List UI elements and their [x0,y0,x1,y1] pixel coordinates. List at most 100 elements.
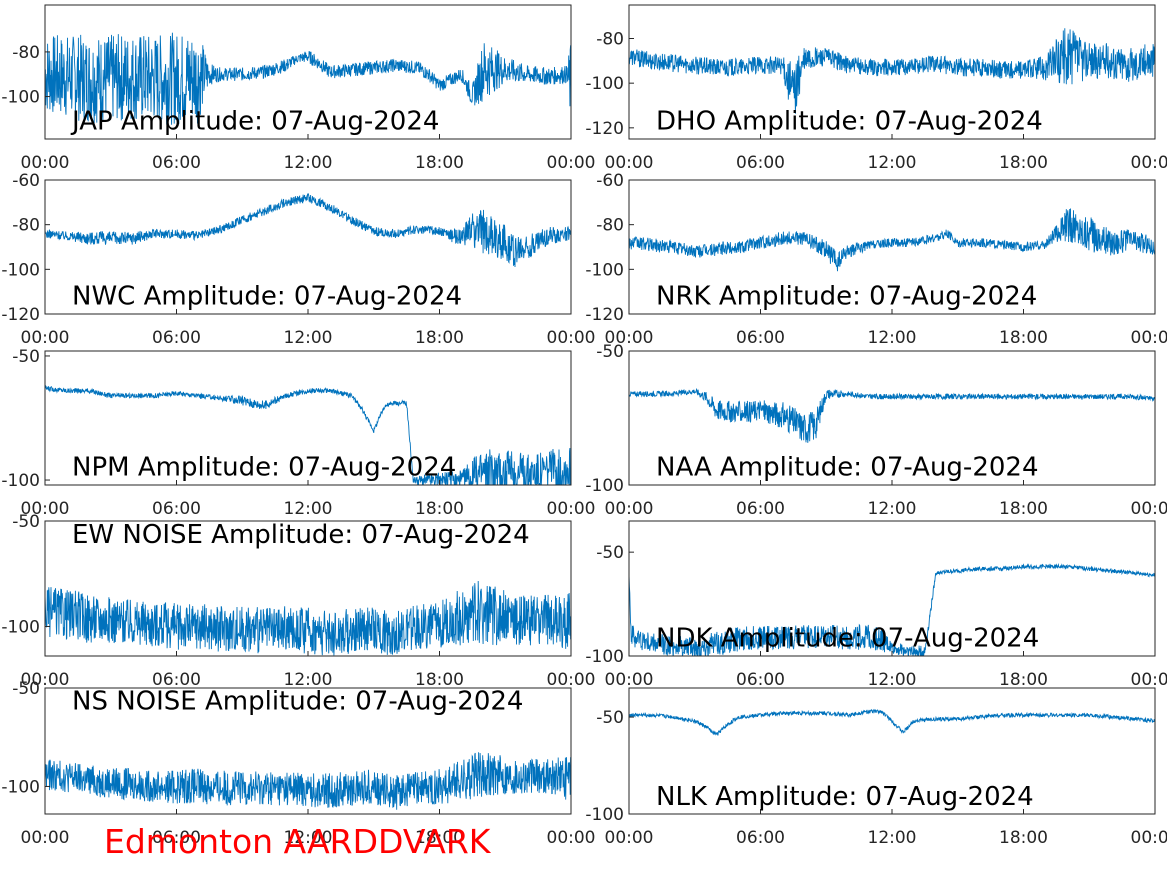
x-tick-label: 12:00 [284,670,333,690]
x-tick-label: 12:00 [284,328,333,348]
y-tick-label: -50 [596,543,624,563]
series-line [45,752,571,810]
series-line [45,192,571,268]
x-tick-label: 12:00 [868,328,917,348]
x-tick-label: 18:00 [415,828,464,848]
series-line [629,708,1155,736]
x-tick-label: 00:00 [1131,670,1167,690]
panel-title: EW NOISE Amplitude: 07-Aug-2024 [72,520,530,550]
y-tick-label: -120 [585,119,624,139]
x-tick-label: 12:00 [284,828,333,848]
x-tick-label: 12:00 [284,153,333,173]
x-tick-label: 18:00 [415,670,464,690]
y-tick-label: -80 [12,43,40,63]
x-tick-label: 06:00 [152,153,201,173]
panel-title: NPM Amplitude: 07-Aug-2024 [72,453,456,483]
y-tick-label: -100 [585,476,624,496]
x-tick-label: 18:00 [415,499,464,519]
panel-9: -50 -100 00:00 06:00 12:00 18:00 00:00 NS NOISE… [1,679,595,848]
x-tick-label: 12:00 [868,670,917,690]
x-tick-label: 06:00 [736,670,785,690]
series-line [629,387,1155,443]
y-tick-label: -50 [12,679,40,699]
station-label: Edmonton AARDDVARK [104,822,491,861]
panel-4: -60-80-100-12000:0006:0012:0018:0000:00N… [585,171,1167,348]
x-tick-label: 18:00 [999,828,1048,848]
y-tick-label: -120 [1,305,40,325]
series-line [45,385,571,485]
y-tick-label: -100 [1,471,40,491]
y-tick-label: -100 [1,617,40,637]
series-line [629,563,1155,656]
x-tick-label: 06:00 [736,153,785,173]
x-tick-label: 00:00 [547,828,596,848]
x-tick-label: 18:00 [999,499,1048,519]
x-tick-label: 00:00 [547,499,596,519]
x-tick-label: 12:00 [868,828,917,848]
panel-title: DHO Amplitude: 07-Aug-2024 [656,107,1043,137]
series-line [45,580,571,656]
x-tick-label: 00:00 [605,499,654,519]
y-tick-label: -50 [596,342,624,362]
x-tick-label: 00:00 [1131,328,1167,348]
x-tick-label: 00:00 [21,499,70,519]
x-tick-label: 00:00 [1131,153,1167,173]
y-tick-label: -50 [12,347,40,367]
x-tick-label: 06:00 [152,670,201,690]
x-tick-label: 00:00 [21,670,70,690]
x-tick-label: 00:00 [1131,828,1167,848]
y-tick-label: -100 [585,805,624,825]
y-tick-label: -80 [596,30,624,50]
x-tick-label: 06:00 [736,828,785,848]
x-tick-label: 06:00 [152,328,201,348]
y-tick-label: -100 [1,260,40,280]
y-tick-label: -100 [585,74,624,94]
x-tick-label: 00:00 [21,328,70,348]
x-tick-label: 06:00 [152,499,201,519]
x-tick-label: 06:00 [736,499,785,519]
x-tick-label: 00:00 [21,828,70,848]
x-tick-label: 12:00 [284,499,333,519]
y-tick-label: -50 [12,512,40,532]
y-tick-label: -80 [12,216,40,236]
y-tick-label: -120 [585,305,624,325]
x-tick-label: 00:00 [21,153,70,173]
x-tick-label: 06:00 [736,328,785,348]
y-tick-label: -100 [585,260,624,280]
x-tick-label: 18:00 [999,670,1048,690]
y-tick-label: -60 [596,171,624,191]
x-tick-label: 00:00 [605,670,654,690]
x-tick-label: 00:00 [1131,499,1167,519]
x-tick-label: 18:00 [415,153,464,173]
x-tick-label: 12:00 [868,153,917,173]
x-tick-label: 00:00 [605,328,654,348]
x-tick-label: 00:00 [605,153,654,173]
y-tick-label: -100 [1,777,40,797]
y-tick-label: -80 [596,216,624,236]
x-tick-label: 00:00 [547,328,596,348]
panel-title: JAP Amplitude: 07-Aug-2024 [70,107,439,137]
x-tick-label: 18:00 [415,328,464,348]
x-tick-label: 00:00 [547,153,596,173]
series-line [629,28,1155,114]
panel-2: -80-100-12000:0006:0012:0018:0000:00DHO … [585,4,1167,173]
x-tick-label: 00:00 [605,828,654,848]
x-tick-label: 06:00 [152,828,201,848]
x-tick-label: 18:00 [999,153,1048,173]
panel-7: -50 -100 00:00 06:00 12:00 18:00 00:00 EW NOISE… [1,512,595,690]
y-tick-label: -100 [585,647,624,667]
panel-title: NS NOISE Amplitude: 07-Aug-2024 [72,686,523,716]
y-tick-label: -60 [12,171,40,191]
panel-title: NDK Amplitude: 07-Aug-2024 [656,624,1039,654]
panel-title: NRK Amplitude: 07-Aug-2024 [656,282,1037,312]
series-line [629,208,1155,272]
panel-title: NAA Amplitude: 07-Aug-2024 [656,453,1038,483]
series-line [45,32,571,125]
